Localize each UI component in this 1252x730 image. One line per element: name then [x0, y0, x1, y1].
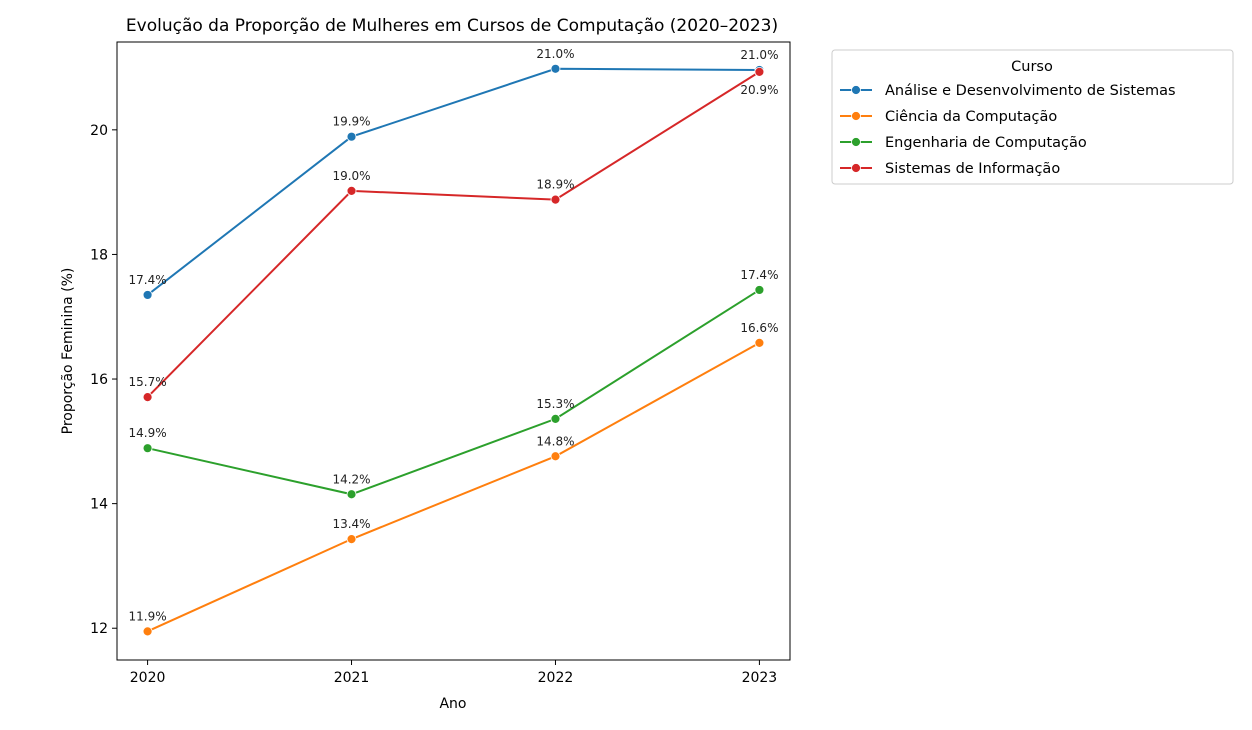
data-point [142, 290, 153, 300]
data-point [346, 489, 357, 500]
data-label: 21.0% [536, 47, 574, 61]
data-point [346, 534, 357, 545]
legend-box [831, 49, 1234, 185]
data-label: 18.9% [536, 178, 574, 192]
data-label: 14.2% [332, 472, 370, 486]
series-line [147, 342, 760, 633]
legend-label: Ciência da Computação [885, 109, 1057, 125]
y-tick-label: 16 [90, 372, 108, 388]
plot-frame [116, 41, 791, 661]
x-tick-label: 2023 [742, 670, 778, 686]
data-label: 13.4% [332, 517, 370, 531]
series-line [147, 289, 760, 496]
data-label: 14.9% [129, 426, 167, 440]
data-label: 21.0% [740, 48, 778, 62]
series-line [146, 71, 760, 398]
legend-title: Curso [1011, 59, 1053, 75]
data-label: 16.6% [740, 321, 778, 335]
data-point [550, 451, 561, 462]
data-label: 19.9% [332, 115, 370, 129]
data-point [754, 285, 765, 295]
data-point [550, 63, 561, 74]
data-label: 15.3% [536, 397, 574, 411]
x-axis-label: Ano [439, 696, 466, 712]
legend-label: Análise e Desenvolvimento de Sistemas [885, 83, 1176, 99]
data-point [346, 185, 357, 196]
y-tick-label: 14 [90, 497, 108, 513]
x-tick-label: 2020 [130, 670, 166, 686]
legend-marker [851, 137, 861, 147]
y-tick-label: 12 [90, 621, 108, 637]
data-point [550, 194, 561, 205]
data-label: 20.9% [740, 83, 778, 97]
data-point [142, 443, 153, 454]
legend-label: Sistemas de Informação [885, 161, 1060, 177]
data-point [142, 392, 153, 403]
y-axis-label: Proporção Feminina (%) [60, 268, 76, 435]
data-label: 15.7% [129, 375, 167, 389]
data-point [142, 626, 153, 637]
legend-marker [851, 163, 861, 173]
x-tick-label: 2022 [538, 670, 574, 686]
x-tick-label: 2021 [334, 670, 370, 686]
data-label: 11.9% [129, 609, 167, 623]
y-tick-label: 18 [90, 247, 108, 263]
data-label: 14.8% [536, 434, 574, 448]
y-tick-label: 20 [90, 123, 108, 139]
data-point [754, 67, 765, 77]
data-label: 19.0% [332, 169, 370, 183]
data-point [754, 338, 765, 348]
data-label: 17.4% [129, 273, 167, 287]
legend-label: Engenharia de Computação [885, 135, 1087, 151]
legend-marker [851, 111, 861, 121]
legend-marker [851, 85, 861, 95]
series-line [146, 67, 760, 296]
chart-title: Evolução da Proporção de Mulheres em Cur… [126, 16, 778, 36]
data-label: 17.4% [740, 268, 778, 282]
data-point [346, 131, 357, 142]
legend: Curso Análise e Desenvolvimento de Siste… [831, 49, 1234, 185]
data-point [550, 414, 561, 424]
